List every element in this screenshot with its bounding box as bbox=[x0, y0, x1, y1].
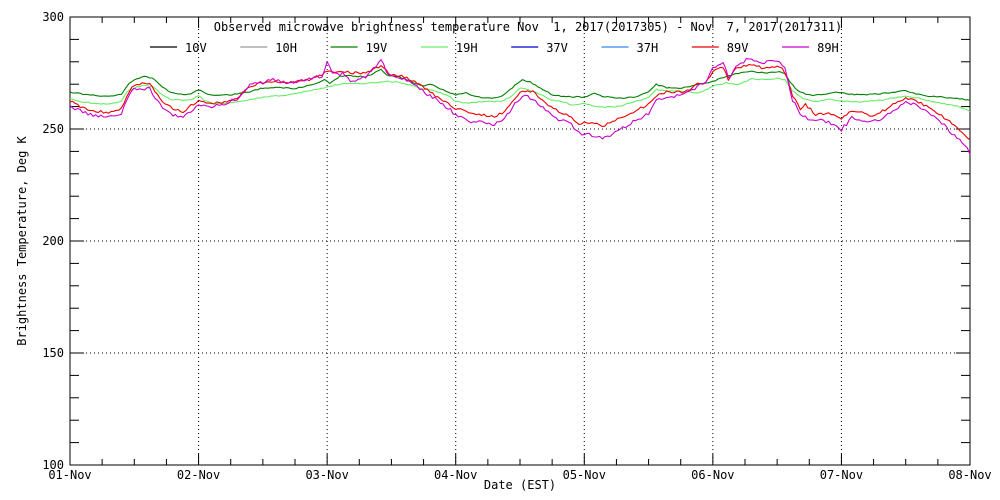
x-tick-label: 03-Nov bbox=[305, 468, 348, 482]
series-19V-line bbox=[69, 68, 971, 101]
x-tick-label: 01-Nov bbox=[48, 468, 91, 482]
y-axis-label: Brightness Temperature, Deg K bbox=[15, 135, 29, 345]
gridlines bbox=[70, 17, 970, 465]
series-89V-line bbox=[69, 63, 971, 141]
axis-ticks bbox=[70, 17, 970, 465]
legend-label-19H: 19H bbox=[456, 41, 478, 55]
legend-label-37V: 37V bbox=[546, 41, 568, 55]
y-tick-label: 150 bbox=[42, 346, 64, 360]
series-89H-line bbox=[69, 58, 971, 155]
x-tick-label: 04-Nov bbox=[434, 468, 477, 482]
x-tick-label: 07-Nov bbox=[820, 468, 863, 482]
x-tick-label: 05-Nov bbox=[563, 468, 606, 482]
legend: 10V 10H 19V 19H 37V 37H 89V 89H bbox=[150, 41, 839, 55]
x-tick-label: 08-Nov bbox=[948, 468, 991, 482]
series-19H-line bbox=[69, 77, 971, 113]
legend-label-89H: 89H bbox=[817, 41, 839, 55]
x-axis-label: Date (EST) bbox=[484, 478, 556, 492]
legend-label-10V: 10V bbox=[185, 41, 207, 55]
y-tick-label: 200 bbox=[42, 234, 64, 248]
legend-label-19V: 19V bbox=[366, 41, 388, 55]
data-series bbox=[69, 58, 971, 155]
x-tick-label: 06-Nov bbox=[691, 468, 734, 482]
legend-label-37H: 37H bbox=[637, 41, 659, 55]
legend-label-10H: 10H bbox=[275, 41, 297, 55]
y-tick-label: 300 bbox=[42, 10, 64, 24]
chart-title: Observed microwave brightness temperatur… bbox=[214, 20, 843, 34]
axis-tick-labels: 01-Nov 02-Nov 03-Nov 04-Nov 05-Nov 06-Nov 07-N… bbox=[42, 10, 991, 482]
y-tick-label: 250 bbox=[42, 122, 64, 136]
y-tick-label: 100 bbox=[42, 458, 64, 472]
x-tick-label: 02-Nov bbox=[177, 468, 220, 482]
legend-label-89V: 89V bbox=[727, 41, 749, 55]
